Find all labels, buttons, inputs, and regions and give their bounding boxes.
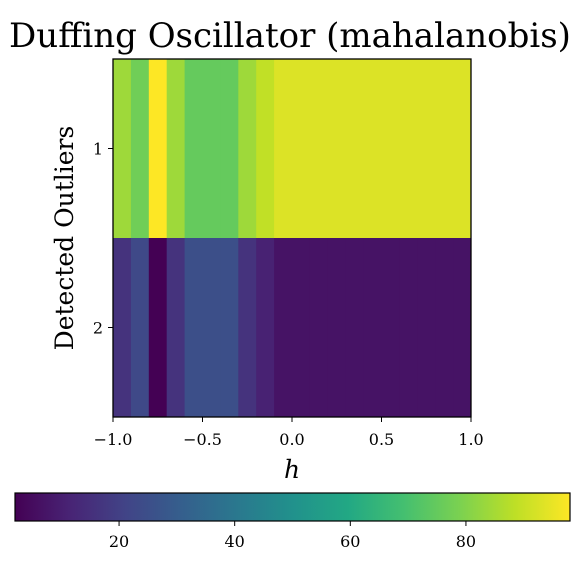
- colorbar: [14, 492, 571, 522]
- heatmap-cell: [274, 238, 293, 418]
- x-tick-label: 1.0: [458, 430, 483, 449]
- heatmap-cells: [113, 59, 472, 418]
- heatmap-cell: [399, 59, 418, 239]
- heatmap-cell: [327, 238, 347, 418]
- heatmap-cell: [256, 238, 275, 418]
- x-tick-label: −0.5: [183, 430, 222, 449]
- heatmap-cell: [399, 238, 418, 418]
- heatmap-cell: [417, 59, 436, 239]
- heatmap-cell: [309, 59, 329, 239]
- heatmap-cell: [309, 238, 329, 418]
- y-tick-label: 2: [93, 319, 103, 338]
- heatmap-cell: [381, 59, 400, 239]
- y-axis-ticks: 12: [93, 140, 113, 338]
- heatmap-cell: [292, 59, 311, 239]
- heatmap-cell: [130, 238, 150, 418]
- heatmap-cell: [453, 238, 472, 418]
- heatmap-cell: [274, 59, 293, 239]
- heatmap-cell: [148, 59, 168, 239]
- heatmap-cell: [363, 59, 382, 239]
- x-tick-label: 0.0: [279, 430, 304, 449]
- colorbar-ticks: 20 40 60 80: [109, 521, 476, 551]
- heatmap-cell: [202, 59, 221, 239]
- heatmap-cell: [381, 238, 400, 418]
- heatmap-cell: [113, 238, 132, 418]
- x-axis-label: h: [284, 455, 300, 484]
- heatmap-cell: [220, 59, 239, 239]
- heatmap-cell: [220, 238, 239, 418]
- heatmap-cell: [453, 59, 472, 239]
- heatmap-cell: [435, 238, 454, 418]
- heatmap-cell: [166, 238, 186, 418]
- heatmap-cell: [292, 238, 311, 418]
- heatmap-cell: [256, 59, 275, 239]
- heatmap-cell: [238, 59, 257, 239]
- heatmap-cell: [238, 238, 257, 418]
- heatmap-cell: [113, 59, 132, 239]
- heatmap-cell: [148, 238, 168, 418]
- heatmap-cell: [345, 238, 365, 418]
- heatmap-cell: [363, 238, 382, 418]
- heatmap-cell: [327, 59, 347, 239]
- heatmap-cell: [345, 59, 365, 239]
- heatmap-cell: [417, 238, 436, 418]
- heatmap-cell: [202, 238, 221, 418]
- x-tick-label: 0.5: [369, 430, 394, 449]
- heatmap-cell: [435, 59, 454, 239]
- x-axis-ticks: −1.0 −0.5 0.0 0.5 1.0: [94, 417, 484, 449]
- colorbar-tick-label: 20: [109, 532, 129, 551]
- heatmap-cell: [130, 59, 150, 239]
- x-tick-label: −1.0: [94, 430, 133, 449]
- heatmap-cell: [184, 59, 203, 239]
- colorbar-tick-label: 40: [225, 532, 245, 551]
- heatmap-cell: [166, 59, 186, 239]
- colorbar-tick-label: 80: [456, 532, 476, 551]
- y-tick-label: 1: [93, 140, 103, 159]
- colorbar-tick-label: 60: [340, 532, 360, 551]
- y-axis-label: Detected Outliers: [50, 126, 79, 351]
- heatmap-cell: [184, 238, 203, 418]
- chart-title: Duffing Oscillator (mahalanobis): [9, 16, 571, 56]
